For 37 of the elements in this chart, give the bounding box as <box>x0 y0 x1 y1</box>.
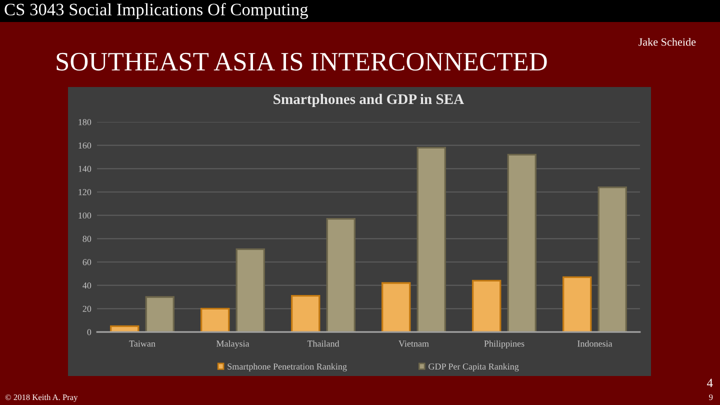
y-tick-label: 0 <box>87 329 92 336</box>
text: © 2018 Keith A. Pray <box>5 394 78 402</box>
x-tick-label: Philippines <box>484 340 524 349</box>
legend-label: GDP Per Capita Ranking <box>428 363 519 372</box>
x-tick-label: Indonesia <box>578 340 612 347</box>
bar <box>472 280 502 332</box>
bar <box>382 282 411 332</box>
y-tick-label: 120 <box>78 189 92 196</box>
bar <box>562 276 592 332</box>
x-tick-label: Vietnam <box>398 340 429 347</box>
bar <box>291 295 320 332</box>
y-tick-label: 180 <box>78 119 92 126</box>
bar <box>110 325 140 332</box>
x-tick-label: Thailand <box>307 340 340 347</box>
bar <box>200 308 230 332</box>
y-tick-label: 160 <box>78 142 92 149</box>
chart-title: Smartphones and GDP in SEA <box>274 94 464 108</box>
y-tick-label: 140 <box>78 166 92 172</box>
bar <box>507 154 536 332</box>
y-tick-label: 60 <box>82 259 92 266</box>
text: Jake Scheide <box>638 38 696 46</box>
text: CS 3043 Social Implications Of Computing <box>4 3 308 19</box>
bar <box>145 296 174 332</box>
bar <box>236 248 265 332</box>
text: 9 <box>709 394 713 400</box>
x-tick-label: Malaysia <box>216 340 250 349</box>
y-tick-label: 20 <box>82 306 92 312</box>
x-tick-label: Taiwan <box>129 340 156 347</box>
text: SOUTHEAST ASIA IS INTERCONNECTED <box>56 52 547 71</box>
bar <box>416 146 446 332</box>
y-tick-label: 80 <box>82 236 92 242</box>
y-tick-label: 100 <box>78 212 92 219</box>
bar <box>598 186 627 332</box>
y-tick-label: 40 <box>82 282 92 289</box>
text: 4 <box>706 378 713 388</box>
bar <box>326 218 356 332</box>
legend-label: Smartphone Penetration Ranking <box>228 363 347 372</box>
